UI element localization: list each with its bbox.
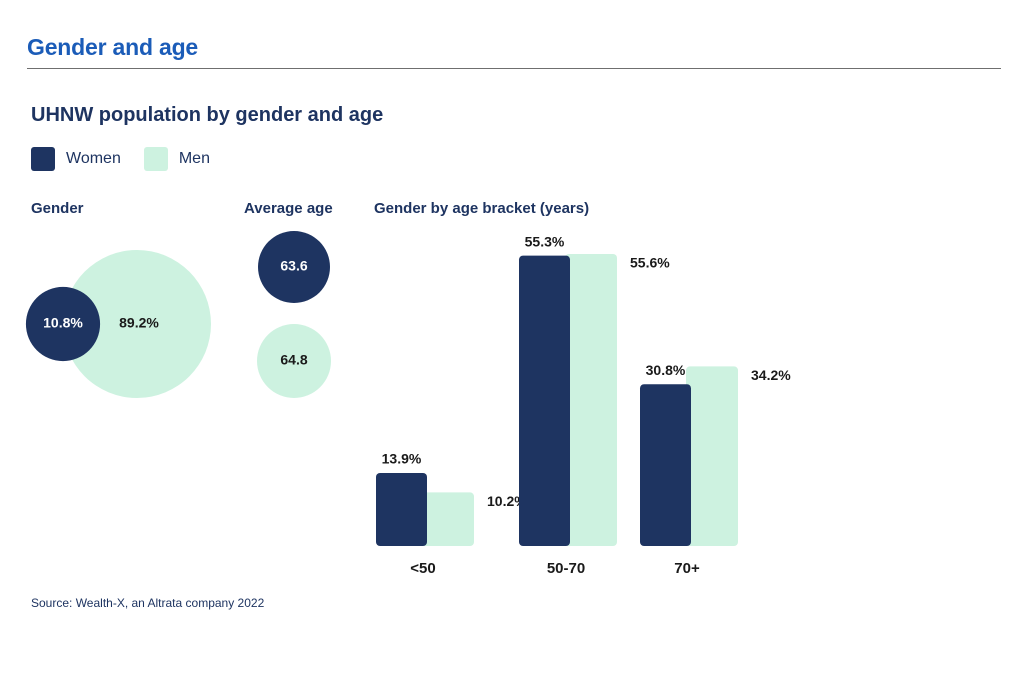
chart-title: UHNW population by gender and age xyxy=(31,104,384,126)
x-tick-label-2: 70+ xyxy=(674,560,700,577)
bar-men-1 xyxy=(565,254,617,546)
gender-circle-men xyxy=(63,250,211,398)
bar-label-women-2: 30.8% xyxy=(646,362,686,378)
average-age-circle-men xyxy=(257,324,331,398)
bar-label-men-0: 10.2% xyxy=(487,493,527,509)
x-tick-label-1: 50-70 xyxy=(547,560,585,577)
average-age-label-men: 64.8 xyxy=(280,352,307,368)
bar-women-0 xyxy=(376,473,427,546)
legend-label-women: Women xyxy=(66,150,121,167)
age-bracket-panel-title: Gender by age bracket (years) xyxy=(374,200,590,217)
bar-women-1 xyxy=(519,255,570,546)
average-age-circle-women xyxy=(258,231,330,303)
title-divider xyxy=(27,68,1001,69)
gender-panel-title: Gender xyxy=(31,200,84,217)
legend-item-women: Women xyxy=(31,147,121,171)
bar-label-women-1: 55.3% xyxy=(525,233,565,249)
bar-label-men-2: 34.2% xyxy=(751,367,791,383)
legend-swatch-men xyxy=(143,147,168,171)
legend-swatch-women xyxy=(31,147,55,171)
gender-label-women: 10.8% xyxy=(43,315,83,331)
legend-item-men: Men xyxy=(143,147,210,171)
average-age-label-women: 63.6 xyxy=(280,258,307,274)
bar-women-2 xyxy=(640,384,691,546)
bar-men-0 xyxy=(422,492,474,546)
bar-label-men-1: 55.6% xyxy=(630,255,670,271)
page-title: Gender and age xyxy=(27,34,199,60)
source-note: Source: Wealth-X, an Altrata company 202… xyxy=(31,596,265,610)
average-age-panel-title: Average age xyxy=(244,200,333,217)
bar-label-women-0: 13.9% xyxy=(382,451,422,467)
legend: Women Men xyxy=(31,147,233,171)
bar-men-2 xyxy=(686,366,738,546)
x-tick-label-0: <50 xyxy=(410,560,435,577)
legend-label-men: Men xyxy=(178,150,210,167)
gender-circle-women xyxy=(25,286,101,362)
gender-label-men: 89.2% xyxy=(119,315,159,331)
